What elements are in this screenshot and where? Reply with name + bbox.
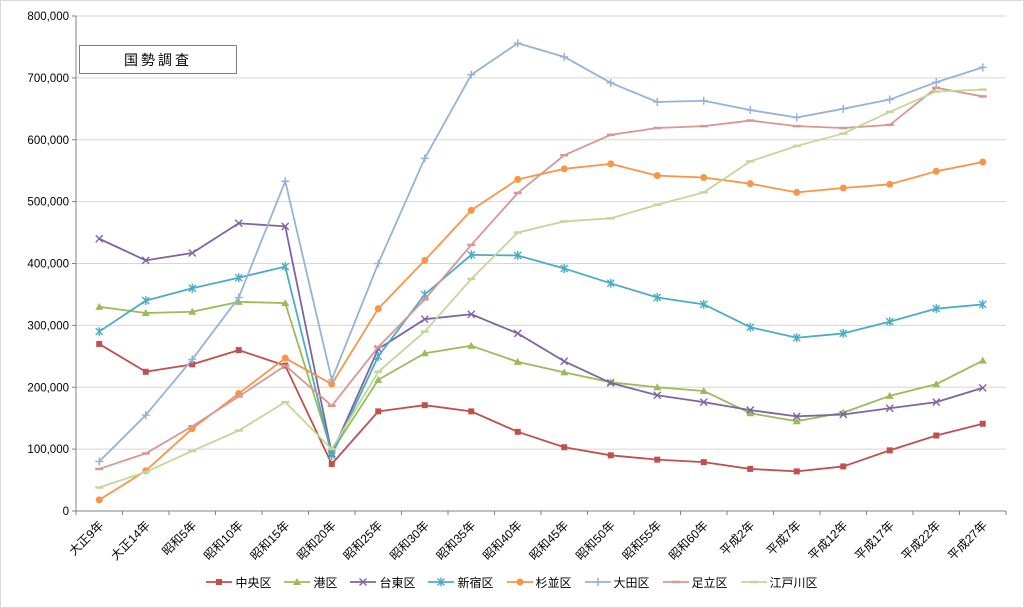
legend-label: 江戸川区 — [769, 575, 818, 590]
legend-marker-新宿区 — [428, 577, 455, 587]
x-axis-label: 昭和40年 — [480, 518, 525, 563]
x-axis-label: 大正9年 — [66, 518, 106, 558]
legend-item-台東区: 台東区 — [350, 574, 415, 591]
legend-item-港区: 港区 — [284, 574, 337, 591]
x-axis-label: 大正14年 — [108, 518, 153, 563]
series-港区 — [95, 297, 987, 455]
legend-label: 杉並区 — [535, 575, 572, 590]
x-axis-label: 平成17年 — [852, 518, 897, 563]
x-axis-label: 昭和55年 — [620, 518, 665, 563]
y-axis-label: 600,000 — [27, 135, 69, 147]
legend-marker-台東区 — [350, 578, 377, 586]
legend-item-新宿区: 新宿区 — [428, 574, 494, 591]
y-axis-label: 0 — [63, 506, 69, 518]
chart-title-box: 国勢調査 — [79, 45, 237, 74]
series-足立区 — [95, 86, 987, 471]
series-中央区 — [96, 340, 986, 475]
y-axis-label: 500,000 — [27, 197, 69, 209]
x-axis-label: 昭和30年 — [387, 518, 432, 563]
series-台東区 — [95, 219, 987, 458]
x-axis-label: 平成2年 — [717, 518, 757, 558]
legend-label: 大田区 — [613, 575, 650, 590]
y-axis-label: 400,000 — [27, 259, 69, 271]
legend-marker-江戸川区 — [740, 580, 767, 584]
x-axis-label: 昭和20年 — [294, 518, 339, 563]
legend-marker-足立区 — [662, 580, 689, 584]
legend-marker-大田区 — [584, 578, 611, 586]
chart-title: 国勢調査 — [124, 51, 192, 68]
legend-label: 港区 — [313, 575, 338, 590]
y-axis-label: 100,000 — [27, 444, 69, 456]
x-axis-label: 昭和45年 — [527, 518, 572, 563]
legend-item-杉並区: 杉並区 — [506, 574, 572, 591]
legend-item-大田区: 大田区 — [584, 574, 650, 591]
x-axis-label: 平成27年 — [945, 518, 990, 563]
legend-label: 台東区 — [379, 575, 416, 590]
series-江戸川区 — [95, 88, 987, 489]
x-axis-label: 昭和50年 — [573, 518, 618, 563]
legend-item-足立区: 足立区 — [662, 574, 728, 591]
legend-marker-港区 — [284, 578, 311, 585]
x-axis-label: 昭和25年 — [341, 518, 386, 563]
x-axis-label: 平成22年 — [899, 518, 944, 563]
chart-legend: 中央区 港区 台東区 新宿区 杉並区 大田区 足立区 江戸川区 — [1, 573, 1023, 591]
x-axis-label: 昭和10年 — [201, 518, 246, 563]
y-axis-label: 300,000 — [27, 320, 69, 332]
y-axis-label: 700,000 — [27, 73, 69, 85]
x-axis-label: 平成7年 — [764, 518, 804, 558]
legend-label: 新宿区 — [457, 575, 494, 590]
legend-label: 足立区 — [691, 575, 728, 590]
legend-item-中央区: 中央区 — [206, 574, 271, 591]
legend-marker-杉並区 — [506, 578, 533, 586]
x-axis-label: 平成12年 — [806, 518, 851, 563]
legend-item-江戸川区: 江戸川区 — [740, 574, 818, 591]
x-axis-label: 昭和15年 — [248, 518, 293, 563]
series-新宿区 — [95, 250, 987, 460]
legend-marker-中央区 — [206, 579, 233, 585]
legend-label: 中央区 — [235, 575, 272, 590]
x-axis-label: 昭和5年 — [159, 518, 199, 558]
y-axis-label: 800,000 — [27, 11, 69, 23]
series-大田区 — [95, 39, 987, 466]
x-axis-label: 昭和35年 — [434, 518, 479, 563]
x-axis-label: 昭和60年 — [666, 518, 711, 563]
y-axis-label: 200,000 — [27, 382, 69, 394]
